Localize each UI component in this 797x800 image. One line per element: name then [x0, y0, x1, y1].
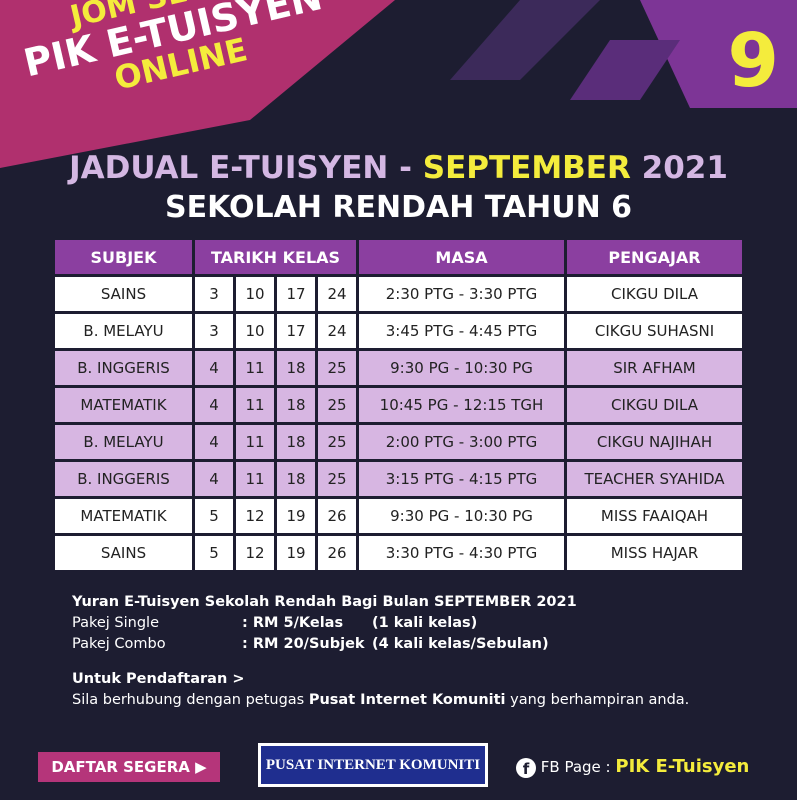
header-cell: MASA	[359, 240, 564, 274]
text: Sila berhubung dengan petugas	[72, 692, 305, 708]
table-row: B. MELAYU 3 10 17 24 3:45 PTG - 4:45 PTG CIKGU…	[55, 314, 742, 348]
table-cell: SIR AFHAM	[567, 351, 742, 385]
table-cell: 5	[195, 499, 233, 533]
table-cell: 3	[195, 314, 233, 348]
subtitle: SEKOLAH RENDAH TAHUN 6	[164, 190, 632, 225]
package-name: Pakej Single	[72, 615, 159, 631]
package-price: : RM 5/Kelas	[242, 615, 344, 631]
table-cell: 18	[277, 462, 315, 496]
table-cell: 9:30 PG - 10:30 PG	[359, 499, 564, 533]
info: Yuran E-Tuisyen Sekolah Rendah Bagi Bula…	[72, 592, 689, 711]
fb-label: FB Page :	[540, 758, 611, 776]
table-cell: 26	[318, 499, 356, 533]
number-badge: 9	[727, 18, 780, 104]
table-cell: SAINS	[55, 277, 192, 311]
header-cell: SUBJEK	[55, 240, 192, 274]
table-cell: 9:30 PG - 10:30 PG	[359, 351, 564, 385]
table-cell: 4	[195, 351, 233, 385]
table-cell: 25	[318, 462, 356, 496]
table-cell: 17	[277, 277, 315, 311]
table-cell: 4	[195, 388, 233, 422]
table-cell: MATEMATIK	[55, 388, 192, 422]
logo: PUSAT INTERNET KOMUNITI	[258, 743, 488, 787]
table-cell: 18	[277, 388, 315, 422]
text: yang berhampiran anda.	[510, 692, 690, 708]
table-cell: 4	[195, 425, 233, 459]
fb-icon: f	[516, 757, 536, 778]
schedule-table: SUBJEK TARIKH KELAS MASA PENGAJAR SAINS 3…	[52, 237, 745, 573]
table-cell: 11	[236, 351, 274, 385]
title-month: SEPTEMBER	[422, 150, 631, 186]
title-year: 2021	[641, 150, 728, 186]
title: JADUAL E-TUISYEN - SEPTEMBER 2021	[0, 150, 797, 186]
table-row: B. MELAYU 4 11 18 25 2:00 PTG - 3:00 PTG CIKGU…	[55, 425, 742, 459]
table-cell: 3:15 PTG - 4:15 PTG	[359, 462, 564, 496]
table-row: B. INGGERIS 4 11 18 25 3:15 PTG - 4:15 PTG TEA…	[55, 462, 742, 496]
table-cell: CIKGU SUHASNI	[567, 314, 742, 348]
table-row: MATEMATIK 5 12 19 26 9:30 PG - 10:30 PG MISS F…	[55, 499, 742, 533]
table-cell: 3:45 PTG - 4:45 PTG	[359, 314, 564, 348]
table-row: SAINS 3 10 17 24 2:30 PTG - 3:30 PTG CIKGU DIL…	[55, 277, 742, 311]
table-cell: B. MELAYU	[55, 425, 192, 459]
table-cell: MISS HAJAR	[567, 536, 742, 570]
fee-title: Yuran E-Tuisyen Sekolah Rendah Bagi Bula…	[72, 594, 577, 610]
table-cell: 25	[318, 388, 356, 422]
table-cell: 19	[277, 536, 315, 570]
text-bold: Pusat Internet Komuniti	[308, 692, 506, 708]
package-note: (4 kali kelas/Sebulan)	[372, 636, 549, 652]
table-cell: 24	[318, 314, 356, 348]
table-cell: 2:30 PTG - 3:30 PTG	[359, 277, 564, 311]
table-cell: 5	[195, 536, 233, 570]
table-cell: B. INGGERIS	[55, 351, 192, 385]
table-cell: 26	[318, 536, 356, 570]
table-cell: 12	[236, 536, 274, 570]
header-row: SUBJEK TARIKH KELAS MASA PENGAJAR	[55, 240, 742, 274]
table-cell: 11	[236, 425, 274, 459]
table-cell: CIKGU DILA	[567, 388, 742, 422]
table-cell: 18	[277, 351, 315, 385]
table-cell: MATEMATIK	[55, 499, 192, 533]
facebook: f FB Page : PIK E-Tuisyen	[516, 756, 749, 778]
table-cell: 11	[236, 462, 274, 496]
table-cell: 2:00 PTG - 3:00 PTG	[359, 425, 564, 459]
table-cell: B. MELAYU	[55, 314, 192, 348]
table-cell: 24	[318, 277, 356, 311]
table-cell: 25	[318, 351, 356, 385]
table-cell: 3:30 PTG - 4:30 PTG	[359, 536, 564, 570]
registration-title: Untuk Pendaftaran >	[72, 671, 245, 687]
table-cell: 3	[195, 277, 233, 311]
package-name: Pakej Combo	[72, 636, 166, 652]
table-cell: 25	[318, 425, 356, 459]
table-cell: MISS FAAIQAH	[567, 499, 742, 533]
fb-page: PIK E-Tuisyen	[615, 756, 750, 777]
table-cell: 11	[236, 388, 274, 422]
table-cell: CIKGU NAJIHAH	[567, 425, 742, 459]
table-row: SAINS 5 12 19 26 3:30 PTG - 4:30 PTG MISS HAJA…	[55, 536, 742, 570]
package-note: (1 kali kelas)	[372, 615, 478, 631]
package-price: : RM 20/Subjek	[242, 636, 365, 652]
table-cell: 10	[236, 277, 274, 311]
table-cell: 19	[277, 499, 315, 533]
header-cell: TARIKH KELAS	[195, 240, 356, 274]
table-cell: 12	[236, 499, 274, 533]
table-cell: 10:45 PG - 12:15 TGH	[359, 388, 564, 422]
table-cell: 18	[277, 425, 315, 459]
table-cell: B. INGGERIS	[55, 462, 192, 496]
table-cell: 4	[195, 462, 233, 496]
register-button[interactable]: DAFTAR SEGERA ▶	[38, 752, 220, 782]
table-cell: SAINS	[55, 536, 192, 570]
table-cell: CIKGU DILA	[567, 277, 742, 311]
table-row: B. INGGERIS 4 11 18 25 9:30 PG - 10:30 PG SIR …	[55, 351, 742, 385]
table-cell: 17	[277, 314, 315, 348]
table-row: MATEMATIK 4 11 18 25 10:45 PG - 12:15 TGH CIKG…	[55, 388, 742, 422]
header-cell: PENGAJAR	[567, 240, 742, 274]
title-prefix: JADUAL E-TUISYEN -	[69, 150, 412, 186]
table-cell: 10	[236, 314, 274, 348]
table-cell: TEACHER SYAHIDA	[567, 462, 742, 496]
heading: JADUAL E-TUISYEN - SEPTEMBER 2021 SEKOLA…	[0, 150, 797, 225]
registration-text: Sila berhubung dengan petugas Pusat Inte…	[72, 690, 689, 711]
